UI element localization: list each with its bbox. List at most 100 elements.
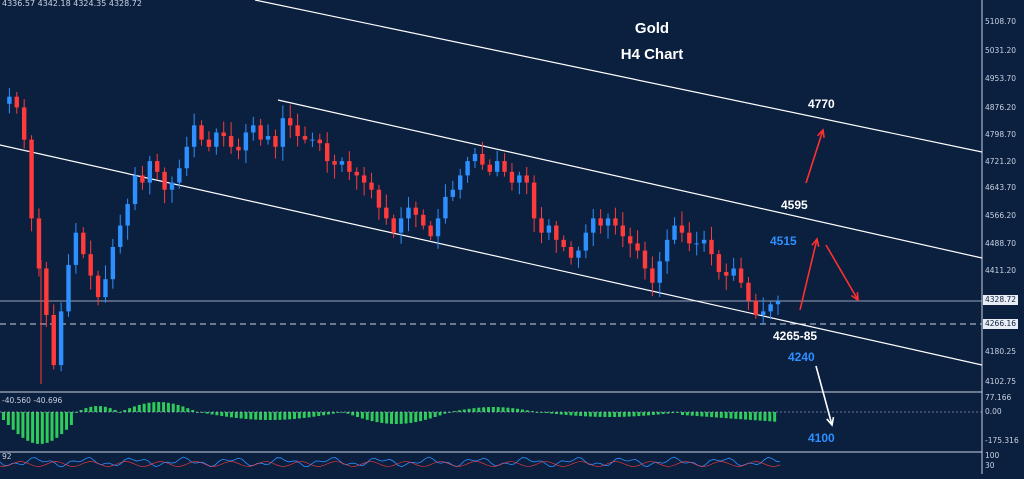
candle-body xyxy=(140,175,145,183)
support-zone-label: 4265-85 xyxy=(773,329,818,343)
candle-body xyxy=(627,236,633,244)
oscillator-bar xyxy=(482,407,486,412)
oscillator-bar xyxy=(322,412,326,416)
middle-channel-line xyxy=(277,99,983,259)
candle-body xyxy=(413,207,419,215)
oscillator-bar xyxy=(705,412,709,417)
candle-body xyxy=(14,96,19,108)
oscillator-bar xyxy=(719,412,723,418)
oscillator-bar xyxy=(559,412,563,415)
oscillator-bar xyxy=(283,412,287,420)
oscillator-bar xyxy=(579,412,583,417)
oscillator-bar xyxy=(312,412,316,417)
oscillator-bar xyxy=(360,412,364,419)
oscillator-bar xyxy=(525,410,529,412)
oscillator-bar xyxy=(554,412,558,415)
candle-body xyxy=(302,136,308,140)
candle-body xyxy=(687,232,692,244)
oscillator-bar xyxy=(181,406,185,412)
oscillator-bar xyxy=(685,412,689,416)
oscillator-bar xyxy=(656,412,660,415)
candle-body xyxy=(66,264,71,312)
candle-body xyxy=(509,171,515,183)
candle-body xyxy=(598,218,603,226)
candle-body xyxy=(155,161,160,172)
oscillator-bar xyxy=(651,412,655,415)
candle-body xyxy=(280,118,286,147)
oscillator-bar xyxy=(60,412,64,435)
candle-body xyxy=(384,207,389,219)
candle-body xyxy=(162,171,167,190)
oscillator-bar xyxy=(346,412,350,414)
oscillator-bar xyxy=(404,412,408,424)
oscillator-bar xyxy=(278,412,282,420)
candle-body xyxy=(524,175,529,183)
oscillator-bar xyxy=(239,412,243,419)
candle-body xyxy=(147,161,153,183)
candle-body xyxy=(568,246,574,258)
oscillator-bar xyxy=(564,412,568,415)
oscillator-bar xyxy=(229,412,233,418)
oscillator-bar xyxy=(128,408,132,412)
oscillator-bar xyxy=(11,412,15,430)
oscillator-bar xyxy=(317,412,321,416)
candle-body xyxy=(613,218,618,226)
candle-body xyxy=(58,311,64,366)
oscillator-bar xyxy=(642,412,646,416)
target-low-label: 4100 xyxy=(808,431,835,445)
oscillator-bar xyxy=(530,411,534,412)
oscillator-bar xyxy=(259,412,263,420)
arrow-down-from-4515 xyxy=(825,244,859,301)
candle-body xyxy=(428,225,433,237)
oscillator-bar xyxy=(385,412,389,424)
candle-body xyxy=(95,275,101,298)
oscillator-bar xyxy=(200,412,204,413)
candle-body xyxy=(361,175,367,183)
lower-panel-line-b xyxy=(0,461,781,467)
candle-body xyxy=(44,268,49,315)
price-axis-tick: 5108.70 xyxy=(985,17,1017,26)
candle-body xyxy=(494,161,500,172)
oscillator-bar xyxy=(647,412,651,416)
candle-body xyxy=(620,225,625,237)
candle-body xyxy=(369,182,374,190)
oscillator-bar xyxy=(491,407,495,412)
candle-body xyxy=(716,254,722,273)
oscillator-bar xyxy=(695,412,699,417)
oscillator-bar xyxy=(637,412,641,417)
arrow-up-4515 xyxy=(799,238,818,311)
oscillator-bar xyxy=(220,412,224,416)
candle-body xyxy=(650,268,655,283)
oscillator-bar xyxy=(520,409,524,412)
oscillator-bar xyxy=(700,412,704,417)
candle-body xyxy=(132,175,138,205)
oscillator-bar xyxy=(433,412,437,417)
oscillator-bar xyxy=(681,412,684,415)
oscillator-bar xyxy=(419,412,423,422)
candle-body xyxy=(184,146,189,169)
oscillator-bar xyxy=(676,412,680,413)
candle-body xyxy=(236,146,241,151)
oscillator-bar xyxy=(31,412,35,443)
candle-body xyxy=(679,225,685,233)
candle-body xyxy=(288,118,293,126)
oscillator-bar xyxy=(196,412,199,413)
oscillator-bar xyxy=(487,407,490,412)
oscillator-bar xyxy=(21,412,25,438)
oscillator-bar xyxy=(710,412,714,418)
oscillator-bar xyxy=(74,412,78,413)
oscillator-bar xyxy=(84,408,88,412)
candle-body xyxy=(324,143,330,162)
oscillator-bar xyxy=(166,402,170,412)
candle-body xyxy=(339,161,345,165)
oscillator-bar xyxy=(205,412,209,414)
oscillator-bar xyxy=(137,404,141,412)
oscillator-bar xyxy=(734,412,738,419)
candle-body xyxy=(177,168,182,183)
oscillator-bar xyxy=(608,412,612,417)
candle-body xyxy=(561,239,566,247)
price-axis-tick: 4488.70 xyxy=(985,239,1017,248)
oscillator-bar xyxy=(394,412,398,424)
price-axis-tick: 4180.25 xyxy=(985,347,1017,356)
